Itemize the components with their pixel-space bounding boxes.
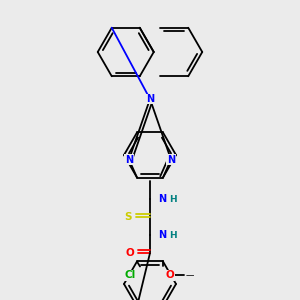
Text: H: H [169, 230, 177, 239]
Text: H: H [169, 194, 177, 203]
Text: O: O [166, 271, 174, 281]
Text: N: N [158, 194, 166, 204]
Text: N: N [125, 154, 133, 164]
Text: N: N [146, 94, 154, 104]
Text: N: N [158, 230, 166, 240]
Text: N: N [167, 154, 175, 164]
Text: O: O [126, 248, 134, 258]
Text: —: — [186, 271, 194, 280]
Text: S: S [124, 212, 132, 222]
Text: Cl: Cl [124, 271, 136, 281]
